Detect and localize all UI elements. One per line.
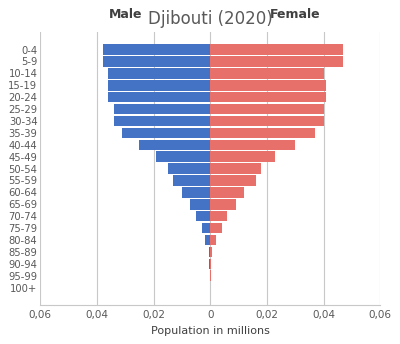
Bar	[114, 104, 210, 114]
Bar	[210, 104, 324, 114]
Bar	[210, 187, 244, 197]
Bar	[210, 175, 256, 186]
Bar	[210, 140, 295, 150]
Bar	[210, 56, 343, 67]
Bar	[190, 199, 210, 209]
Bar	[210, 259, 211, 269]
Bar	[210, 116, 324, 126]
Bar	[210, 270, 211, 281]
Bar	[202, 223, 210, 233]
X-axis label: Population in millions: Population in millions	[151, 326, 270, 336]
Bar	[205, 235, 210, 245]
Bar	[182, 187, 210, 197]
Bar	[210, 80, 326, 90]
Bar	[156, 151, 210, 162]
Bar	[168, 163, 210, 174]
Bar	[209, 259, 210, 269]
Bar	[210, 235, 216, 245]
Bar	[208, 247, 210, 257]
Bar	[210, 128, 315, 138]
Bar	[210, 44, 343, 55]
Bar	[210, 211, 227, 222]
Bar	[210, 68, 324, 79]
Bar	[102, 56, 210, 67]
Bar	[108, 68, 210, 79]
Bar	[108, 92, 210, 103]
Text: Male: Male	[108, 8, 142, 21]
Bar	[102, 44, 210, 55]
Bar	[108, 80, 210, 90]
Bar	[122, 128, 210, 138]
Bar	[210, 163, 261, 174]
Bar	[173, 175, 210, 186]
Bar	[210, 247, 212, 257]
Bar	[210, 151, 275, 162]
Bar	[210, 223, 222, 233]
Title: Djibouti (2020): Djibouti (2020)	[148, 10, 272, 28]
Bar	[210, 92, 326, 103]
Bar	[196, 211, 210, 222]
Bar	[114, 116, 210, 126]
Bar	[139, 140, 210, 150]
Text: Female: Female	[270, 8, 320, 21]
Bar	[210, 199, 236, 209]
